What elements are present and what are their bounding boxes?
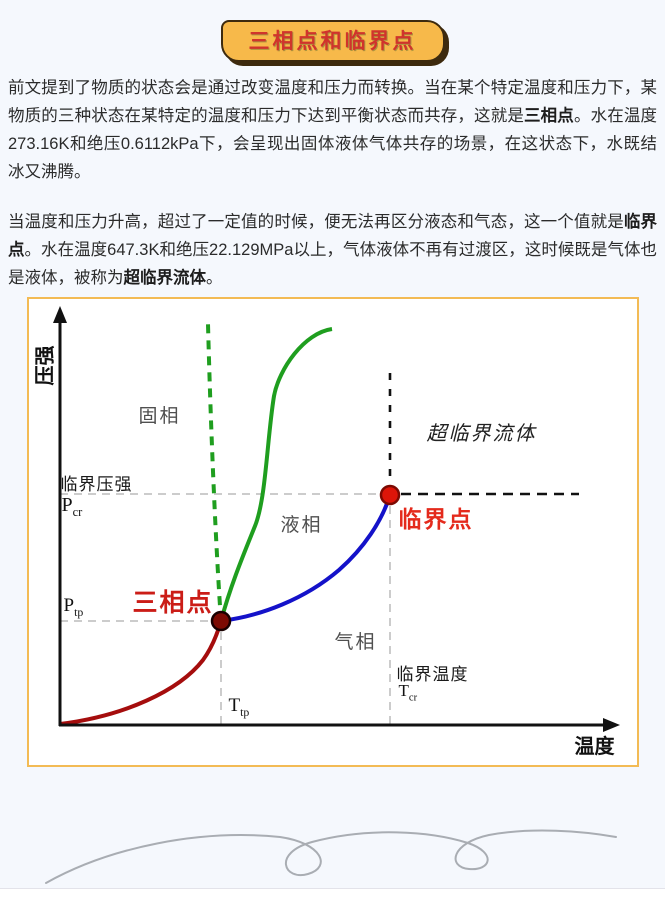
ptp-letter: P bbox=[63, 595, 75, 616]
phase-diagram-canvas bbox=[52, 306, 620, 732]
ptp-subscript: tp bbox=[74, 605, 84, 619]
triple-pressure-symbol: Ptp bbox=[64, 595, 84, 620]
flourish-line bbox=[45, 829, 617, 884]
p1-term-triple-point: 三相点 bbox=[524, 107, 574, 125]
pcr-letter: P bbox=[61, 494, 73, 516]
triple-point-dot bbox=[210, 610, 231, 632]
region-label-liquid: 液相 bbox=[280, 515, 323, 536]
critical-pressure-label: 临界压强 bbox=[60, 475, 133, 494]
p2-text-post: 。 bbox=[206, 269, 223, 287]
p1-text: 前文提到了物质的状态会是通过改变温度和压力而转换。当在某个特定温度和压力下，某物… bbox=[8, 79, 657, 125]
critical-pressure-symbol: Pcr bbox=[62, 494, 83, 520]
critical-point-label: 临界点 bbox=[398, 506, 474, 532]
p1-text-post: 。水在温度273.16K和绝压0.6112kPa下，会呈现出固体液体气体共存的场… bbox=[8, 107, 658, 181]
x-axis-arrow-icon bbox=[602, 718, 620, 732]
p2-text-mid: 。水在温度647.3K和绝压22.129MPa以上，气体液体不再有过渡区，这时候… bbox=[8, 241, 657, 287]
critical-point-dot bbox=[379, 484, 400, 506]
triple-temperature-symbol: Ttp bbox=[229, 695, 250, 720]
region-label-gas: 气相 bbox=[334, 632, 377, 653]
article-paragraph-1: 前文提到了物质的状态会是通过改变温度和压力而转换。当在某个特定温度和压力下，某物… bbox=[8, 74, 657, 186]
header: 三相点和临界点 bbox=[0, 0, 665, 62]
critical-temperature-symbol: Tcr bbox=[399, 681, 418, 703]
p2-term-supercritical-fluid: 超临界流体 bbox=[123, 269, 207, 287]
critical-temperature-label: 临界温度 bbox=[396, 665, 469, 684]
p2-text: 当温度和压力升高，超过了一定值的时候，便无法再区分液态和气态，这一个值就是 bbox=[8, 213, 624, 231]
pcr-subscript: cr bbox=[72, 505, 83, 519]
tcr-subscript: cr bbox=[408, 692, 418, 704]
bottom-strip bbox=[0, 888, 665, 903]
p2-term-critical-point: 临界点 bbox=[8, 213, 658, 259]
flourish-divider bbox=[45, 829, 617, 884]
title-badge: 三相点和临界点 bbox=[220, 20, 445, 62]
tcr-letter: T bbox=[398, 681, 409, 700]
page-title: 三相点和临界点 bbox=[248, 30, 417, 53]
triple-point-label: 三相点 bbox=[132, 589, 214, 617]
vaporization-curve bbox=[220, 494, 392, 623]
melting-curve-solid bbox=[218, 327, 332, 622]
melting-curve-dashed bbox=[205, 323, 223, 622]
ttp-letter: T bbox=[228, 695, 241, 716]
y-axis-label: 压强 bbox=[34, 345, 56, 386]
ttp-subscript: tp bbox=[240, 705, 250, 719]
phase-diagram: 压强 温度 固相 液相 气相 超临界流体 临界压强 Pcr Ptp Ttp 临界… bbox=[26, 297, 639, 767]
article-paragraph-2: 当温度和压力升高，超过了一定值的时候，便无法再区分液态和气态，这一个值就是临界点… bbox=[8, 208, 657, 292]
y-axis-arrow-icon bbox=[52, 306, 67, 323]
sublimation-curve bbox=[59, 620, 223, 726]
region-label-supercritical: 超临界流体 bbox=[426, 423, 537, 445]
region-label-solid: 固相 bbox=[138, 406, 181, 427]
x-axis-label: 温度 bbox=[574, 736, 615, 758]
